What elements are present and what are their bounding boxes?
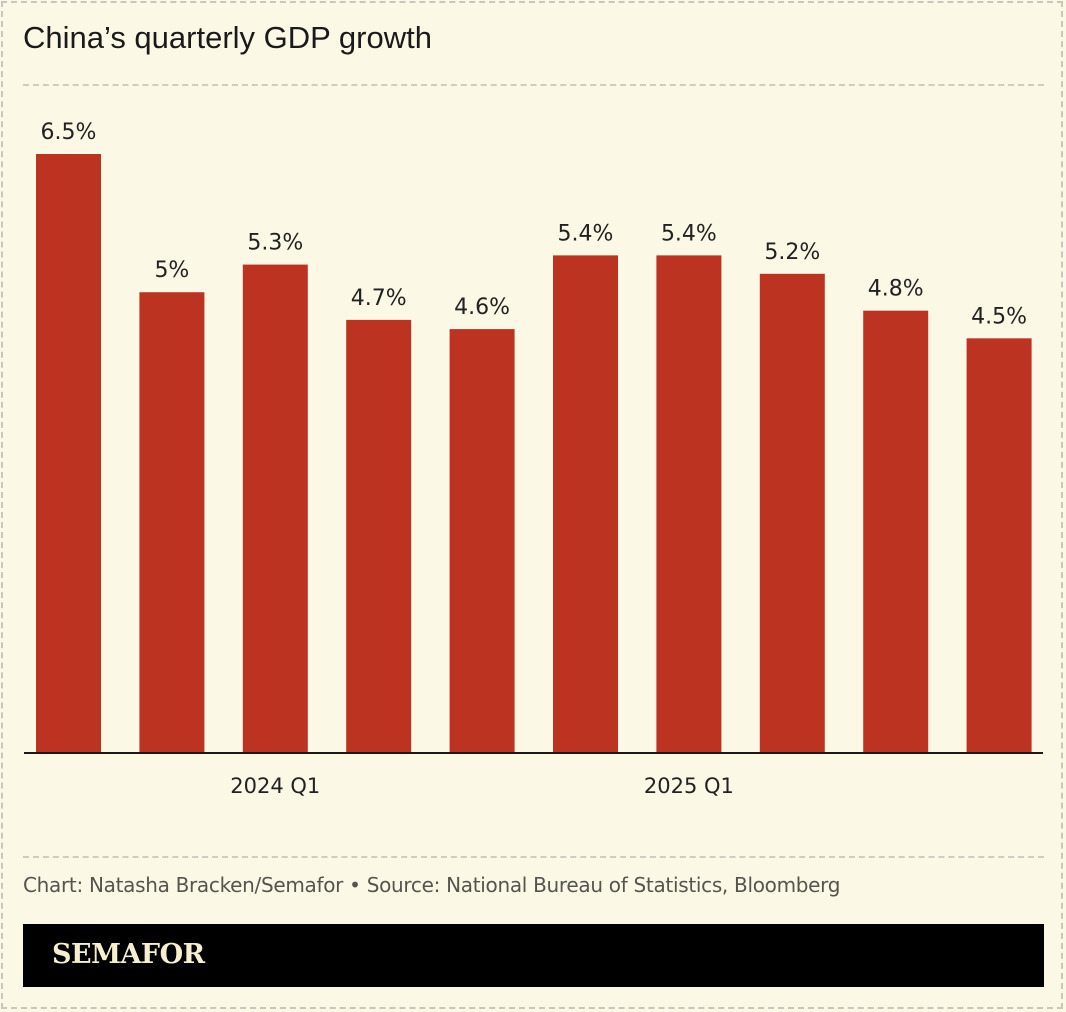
data-label: 5.4% — [661, 221, 717, 246]
footer-divider — [23, 856, 1044, 858]
brand-bar: SEMAFOR — [23, 924, 1044, 987]
data-label: 6.5% — [41, 120, 97, 145]
bar — [139, 292, 205, 753]
data-label: 4.6% — [454, 295, 510, 320]
bar — [863, 310, 929, 753]
source-credit: Chart: Natasha Bracken/Semafor • Source:… — [23, 873, 841, 897]
data-label: 4.7% — [351, 286, 407, 311]
bar-chart: 6.5% 5% 5.3% 2024 Q1 4.7% 4.6% 5.4% 5.4% 2025 Q1… — [24, 120, 1043, 798]
data-label: 4.5% — [971, 304, 1027, 329]
data-label: 5.3% — [247, 231, 303, 256]
data-label: 5% — [154, 258, 189, 283]
bar — [346, 319, 412, 753]
x-tick-label: 2025 Q1 — [644, 774, 734, 798]
chart-title: China’s quarterly GDP growth — [23, 20, 432, 55]
bar — [553, 255, 618, 753]
bar — [449, 329, 515, 753]
bar — [242, 264, 308, 753]
title-divider — [23, 84, 1044, 86]
x-tick-label: 2024 Q1 — [230, 774, 320, 798]
bar — [966, 338, 1032, 753]
bar — [656, 255, 722, 753]
data-label: 5.4% — [558, 221, 614, 246]
semafor-logo: SEMAFOR — [52, 939, 205, 970]
data-label: 4.8% — [868, 277, 924, 302]
bar — [36, 154, 101, 753]
data-label: 5.2% — [764, 240, 820, 265]
bar — [759, 273, 825, 753]
